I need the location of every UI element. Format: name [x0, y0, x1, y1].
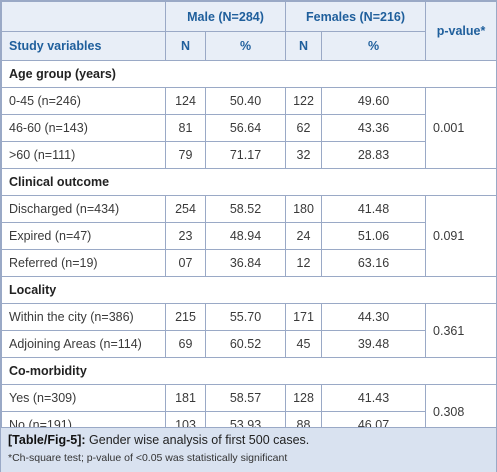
male-pct-cell: 55.70 [205, 303, 286, 331]
header-pvalue: p-value* [425, 1, 497, 61]
female-n-cell: 180 [285, 195, 322, 223]
table-row: 0-45 (n=246) 124 50.40 122 49.60 0.001 [1, 87, 497, 169]
data-table: Male (N=284) Females (N=216) p-value* St… [0, 1, 497, 439]
section-title: Age group (years) [0, 60, 497, 88]
caption-title: [Table/Fig-5]: Gender wise analysis of f… [8, 433, 309, 447]
table-row: Expired (n=47) 23 48.94 24 51.06 [1, 222, 497, 250]
male-n-cell: 215 [165, 303, 206, 331]
female-n-cell: 171 [285, 303, 322, 331]
row-label: 0-45 (n=246) [1, 87, 166, 115]
table-caption: [Table/Fig-5]: Gender wise analysis of f… [1, 427, 496, 472]
male-pct-cell: 56.64 [205, 114, 286, 142]
female-pct-cell: 44.30 [320, 303, 427, 331]
female-n-cell: 24 [285, 222, 322, 250]
header-group-female: Females (N=216) [284, 1, 427, 32]
section-header-row: Clinical outcome [0, 168, 497, 196]
female-n-cell: 12 [285, 249, 322, 277]
pvalue-cell: 0.091 [425, 195, 497, 277]
table-row: Referred (n=19) 07 36.84 12 63.16 [1, 249, 497, 277]
female-n-cell: 45 [285, 330, 322, 358]
table-row: >60 (n=111) 79 71.17 32 28.83 [1, 141, 497, 169]
table-row: Yes (n=309) 181 58.57 128 41.43 0.308 [1, 384, 497, 439]
male-pct-cell: 71.17 [205, 141, 286, 169]
female-pct-cell: 63.16 [320, 249, 427, 277]
female-pct-cell: 41.48 [320, 195, 427, 223]
header-female-n: N [285, 31, 322, 61]
male-pct-cell: 60.52 [205, 330, 286, 358]
female-pct-cell: 51.06 [320, 222, 427, 250]
section-title: Co-morbidity [0, 357, 497, 385]
section-header-row: Age group (years) [0, 60, 497, 88]
header-female-pct: % [320, 31, 427, 61]
header-male-pct: % [205, 31, 286, 61]
section-title: Clinical outcome [0, 168, 497, 196]
female-n-cell: 62 [285, 114, 322, 142]
female-pct-cell: 49.60 [320, 87, 427, 115]
row-label: Discharged (n=434) [1, 195, 166, 223]
male-pct-cell: 50.40 [205, 87, 286, 115]
male-pct-cell: 58.57 [205, 384, 286, 412]
male-pct-cell: 58.52 [205, 195, 286, 223]
male-n-cell: 181 [165, 384, 206, 412]
male-pct-cell: 48.94 [205, 222, 286, 250]
pvalue-cell: 0.001 [425, 87, 497, 169]
row-label: Expired (n=47) [1, 222, 166, 250]
section-header-row: Locality [0, 276, 497, 304]
female-pct-cell: 41.43 [320, 384, 427, 412]
male-n-cell: 254 [165, 195, 206, 223]
section-title: Locality [0, 276, 497, 304]
table-row: Within the city (n=386) 215 55.70 171 44.30 0… [1, 303, 497, 358]
male-n-cell: 69 [165, 330, 206, 358]
table-row: Discharged (n=434) 254 58.52 180 41.48 0.091 [1, 195, 497, 277]
row-label: Adjoining Areas (n=114) [1, 330, 166, 358]
male-n-cell: 79 [165, 141, 206, 169]
header-blank-cell [1, 1, 166, 32]
caption-tag: [Table/Fig-5]: [8, 433, 86, 447]
female-n-cell: 32 [285, 141, 322, 169]
header-row-groups: Male (N=284) Females (N=216) p-value* [1, 1, 497, 61]
female-n-cell: 122 [285, 87, 322, 115]
caption-footnote: *Ch-square test; p-value of <0.05 was st… [8, 452, 288, 464]
header-study-variables: Study variables [1, 31, 166, 61]
female-pct-cell: 39.48 [320, 330, 427, 358]
header-male-n: N [165, 31, 206, 61]
row-label: 46-60 (n=143) [1, 114, 166, 142]
female-pct-cell: 28.83 [320, 141, 427, 169]
table-row: 46-60 (n=143) 81 56.64 62 43.36 [1, 114, 497, 142]
row-label: Yes (n=309) [1, 384, 166, 412]
header-group-male: Male (N=284) [165, 1, 286, 32]
row-label: Referred (n=19) [1, 249, 166, 277]
male-pct-cell: 36.84 [205, 249, 286, 277]
male-n-cell: 124 [165, 87, 206, 115]
row-label: Within the city (n=386) [1, 303, 166, 331]
table-row: Adjoining Areas (n=114) 69 60.52 45 39.48 [1, 330, 497, 358]
row-label: >60 (n=111) [1, 141, 166, 169]
header-row-columns: Study variables N % N % [1, 31, 497, 61]
pvalue-cell: 0.361 [425, 303, 497, 358]
male-n-cell: 23 [165, 222, 206, 250]
caption-text: Gender wise analysis of first 500 cases. [85, 433, 310, 447]
male-n-cell: 07 [165, 249, 206, 277]
female-n-cell: 128 [285, 384, 322, 412]
male-n-cell: 81 [165, 114, 206, 142]
female-pct-cell: 43.36 [320, 114, 427, 142]
section-header-row: Co-morbidity [0, 357, 497, 385]
